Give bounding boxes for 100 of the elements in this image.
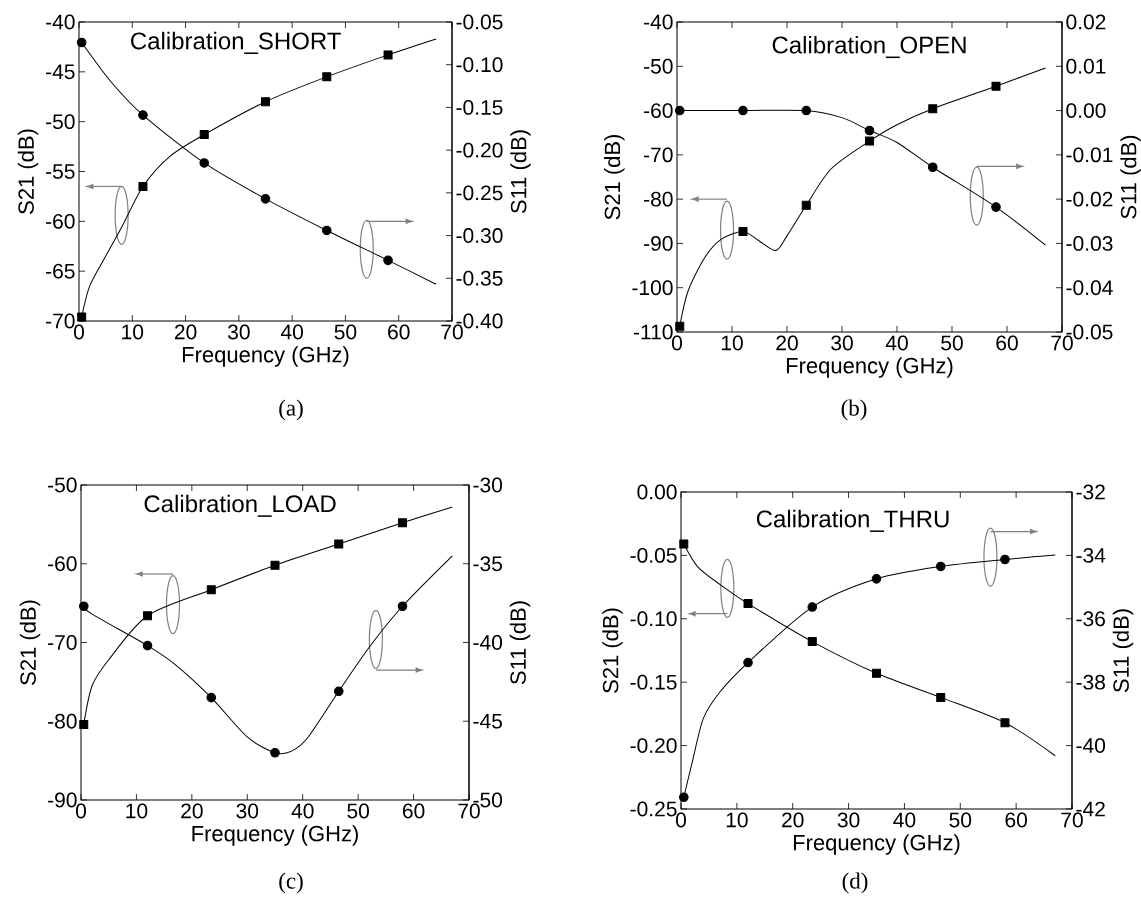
- point: [928, 104, 938, 114]
- point: [738, 226, 748, 236]
- y2-axis-title: S11 (dB): [510, 130, 531, 214]
- y-tick-label: -80: [48, 713, 77, 729]
- y-tick-label: -100: [632, 280, 673, 296]
- point: [79, 719, 89, 729]
- point: [927, 162, 938, 173]
- point: [333, 686, 344, 697]
- text: (d): [842, 872, 868, 894]
- y-tick-label: -50: [46, 114, 75, 130]
- y-tick-label: -90: [48, 792, 77, 808]
- point: [738, 105, 748, 116]
- y2-tick-label: -32: [1076, 484, 1105, 500]
- y2-tick-label: -0.01: [1066, 147, 1113, 163]
- chart-title: Calibration_SHORT: [131, 31, 341, 54]
- x-tick-label: 60: [388, 324, 410, 340]
- y2-tick-label: -0.03: [1066, 235, 1113, 251]
- y-tick-label: -70: [46, 313, 75, 329]
- point: [199, 158, 210, 168]
- point: [743, 599, 753, 609]
- x-tick-label: 0: [73, 324, 85, 340]
- point: [270, 747, 280, 758]
- x-tick-label: 60: [996, 335, 1018, 351]
- text: (c): [279, 872, 303, 894]
- x-tick-label: 0: [675, 812, 687, 828]
- x-tick-label: 0: [671, 335, 683, 351]
- point: [679, 792, 689, 803]
- point: [991, 81, 1001, 91]
- point: [143, 611, 153, 621]
- y2-tick-label: -34: [1076, 547, 1106, 563]
- point: [871, 574, 882, 584]
- y2-axis-title: S11 (dB): [1112, 609, 1134, 693]
- x-tick-label: 60: [1005, 812, 1027, 828]
- y-axis-title: S21 (dB): [19, 600, 41, 685]
- y-tick-label: -60: [644, 103, 673, 118]
- y-axis-title: S21 (dB): [604, 134, 625, 220]
- y2-tick-label: -35: [473, 556, 502, 572]
- point: [270, 560, 280, 570]
- x-tick-label: 30: [831, 335, 853, 351]
- x-tick-label: 50: [334, 324, 357, 340]
- y2-tick-label: -45: [473, 713, 502, 729]
- x-tick-label: 50: [949, 812, 972, 828]
- x-axis-title: Frequency (GHz): [793, 834, 960, 855]
- y2-tick-label: 0.00: [1066, 103, 1106, 118]
- x-axis-title: Frequency (GHz): [182, 346, 349, 367]
- chart-title: Calibration_LOAD: [144, 494, 336, 517]
- y2-tick-label: -0.30: [456, 228, 503, 243]
- y2-axis-title: S11 (dB): [509, 601, 531, 685]
- point: [1000, 554, 1010, 565]
- point: [199, 130, 209, 140]
- point: [397, 518, 407, 528]
- y-tick-label: -55: [46, 164, 75, 179]
- point: [322, 72, 332, 82]
- y-tick-label: -0.10: [630, 611, 677, 627]
- point: [383, 50, 393, 60]
- y-tick-label: -90: [644, 235, 673, 251]
- y-tick-label: -110: [633, 324, 673, 340]
- y-axis-title: S21 (dB): [602, 608, 623, 693]
- y2-tick-label: -40: [473, 635, 503, 650]
- point: [807, 602, 818, 612]
- x-axis-title: Frequency (GHz): [192, 825, 358, 846]
- y-tick-label: -65: [46, 263, 75, 279]
- y-tick-label: -60: [48, 556, 77, 572]
- point: [865, 136, 874, 146]
- x-tick-label: 30: [236, 803, 259, 819]
- y2-tick-label: -0.05: [456, 14, 503, 30]
- point: [674, 105, 685, 116]
- y2-tick-label: -0.15: [456, 99, 503, 115]
- x-tick-label: 10: [726, 812, 748, 828]
- point: [206, 585, 216, 595]
- y-tick-label: -80: [644, 191, 673, 207]
- y2-tick-label: -40: [1076, 738, 1106, 754]
- y-tick-label: -60: [46, 213, 75, 229]
- y-tick-label: -70: [644, 147, 673, 163]
- point: [807, 637, 817, 647]
- x-tick-label: 20: [776, 335, 798, 351]
- text: (b): [841, 399, 867, 421]
- x-tick-label: 40: [280, 324, 303, 340]
- text: (a): [279, 399, 303, 421]
- point: [679, 539, 689, 549]
- point: [334, 539, 344, 549]
- y2-tick-label: 0.01: [1066, 58, 1106, 74]
- point: [76, 37, 87, 48]
- y-tick-label: -50: [48, 477, 77, 493]
- point: [78, 601, 89, 612]
- y2-tick-label: -0.25: [456, 185, 503, 201]
- x-tick-label: 50: [347, 803, 369, 819]
- y2-tick-label: -30: [473, 477, 503, 493]
- point: [801, 105, 812, 116]
- y2-tick-label: -0.20: [456, 142, 503, 158]
- y-tick-label: -0.15: [630, 674, 677, 690]
- point: [138, 181, 148, 191]
- x-tick-label: 20: [174, 324, 197, 340]
- point: [383, 255, 393, 266]
- y-tick-label: -0.05: [630, 547, 677, 563]
- y-tick-label: -0.20: [630, 738, 677, 754]
- text: Calibration_THRU: [756, 509, 949, 532]
- x-tick-label: 40: [291, 803, 314, 819]
- y2-tick-label: -36: [1076, 611, 1105, 627]
- x-tick-label: 50: [941, 335, 963, 351]
